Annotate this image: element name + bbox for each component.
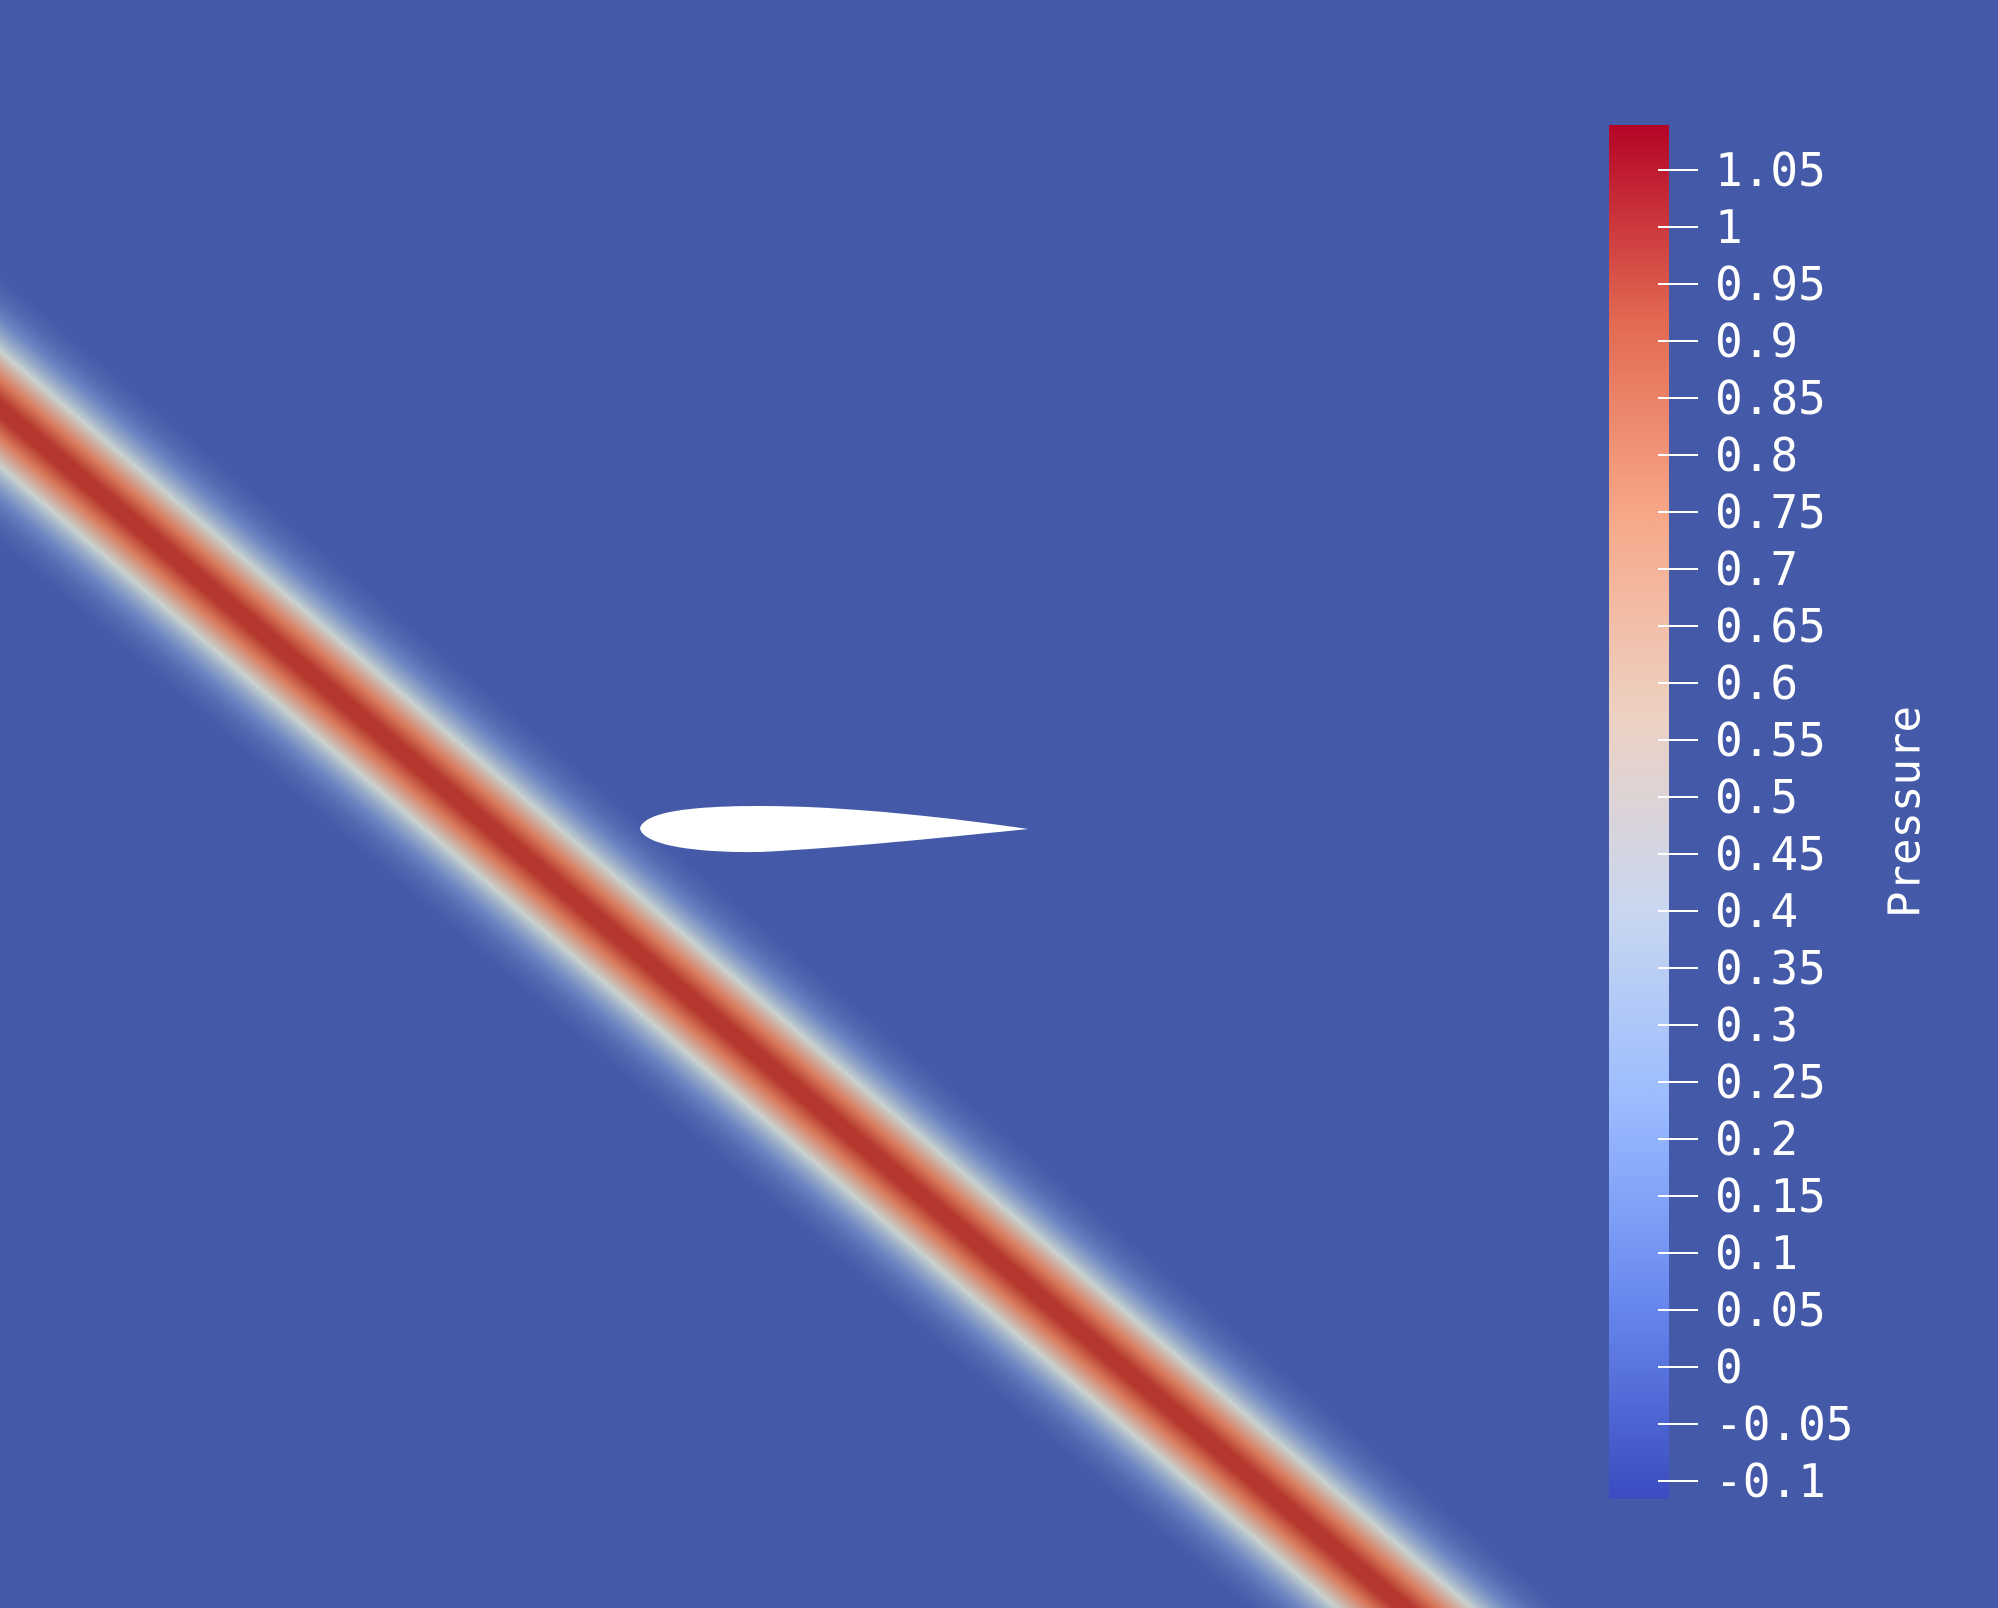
pressure-pulse-band — [0, 0, 1944, 1608]
colorbar-tick-mark — [1658, 340, 1698, 342]
colorbar-tick-label: 0.95 — [1715, 257, 1826, 311]
colorbar-tick-mark — [1658, 910, 1698, 912]
colorbar-tick-label: 0.15 — [1715, 1169, 1826, 1223]
colorbar-tick-label: 0.65 — [1715, 599, 1826, 653]
colorbar-tick-mark — [1658, 796, 1698, 798]
colorbar-tick-mark — [1658, 739, 1698, 741]
colorbar-tick-mark — [1658, 1480, 1698, 1482]
colorbar-tick-mark — [1658, 1252, 1698, 1254]
colorbar-tick-mark — [1658, 397, 1698, 399]
colorbar-tick-label: 0.5 — [1715, 770, 1799, 824]
colorbar-tick-label: 0.3 — [1715, 998, 1799, 1052]
colorbar-tick-label: 0.85 — [1715, 371, 1826, 425]
colorbar-tick-label: 1 — [1715, 200, 1743, 254]
colorbar-tick-mark — [1658, 1366, 1698, 1368]
colorbar-title: Pressure — [1879, 706, 1931, 918]
colorbar-tick-label: 0.55 — [1715, 713, 1826, 767]
colorbar-tick-label: 0.75 — [1715, 485, 1826, 539]
colorbar-tick-mark — [1658, 454, 1698, 456]
colorbar-tick-label: 0 — [1715, 1340, 1743, 1394]
colorbar-tick-mark — [1658, 1309, 1698, 1311]
colorbar-tick-label: 0.45 — [1715, 827, 1826, 881]
colorbar-tick-label: 0.35 — [1715, 941, 1826, 995]
colorbar-tick-label: 0.2 — [1715, 1112, 1799, 1166]
colorbar-tick-mark — [1658, 1423, 1698, 1425]
colorbar-tick-mark — [1658, 682, 1698, 684]
colorbar-tick-mark — [1658, 1081, 1698, 1083]
airfoil-shape — [640, 806, 1028, 853]
colorbar-tick-label: 0.1 — [1715, 1226, 1799, 1280]
colorbar-tick-mark — [1658, 568, 1698, 570]
colorbar-tick-mark — [1658, 1024, 1698, 1026]
colorbar-tick-mark — [1658, 169, 1698, 171]
colorbar-tick-mark — [1658, 1138, 1698, 1140]
colorbar-tick-label: 0.25 — [1715, 1055, 1826, 1109]
colorbar-tick-mark — [1658, 853, 1698, 855]
colorbar-tick-label: 0.8 — [1715, 428, 1799, 482]
colorbar-tick-label: 0.05 — [1715, 1283, 1826, 1337]
colorbar-tick-mark — [1658, 226, 1698, 228]
colorbar-tick-label: 1.05 — [1715, 143, 1826, 197]
colorbar-tick-label: -0.1 — [1715, 1454, 1826, 1508]
colorbar-tick-mark — [1658, 625, 1698, 627]
colorbar-tick-label: 0.7 — [1715, 542, 1799, 596]
colorbar-tick-label: 0.4 — [1715, 884, 1799, 938]
colorbar-tick-mark — [1658, 511, 1698, 513]
colorbar-tick-label: -0.05 — [1715, 1397, 1854, 1451]
colorbar-tick-mark — [1658, 283, 1698, 285]
colorbar-tick-label: 0.9 — [1715, 314, 1799, 368]
colorbar-tick-mark — [1658, 1195, 1698, 1197]
colorbar-tick-mark — [1658, 967, 1698, 969]
colorbar-tick-label: 0.6 — [1715, 656, 1799, 710]
colorbar-gradient — [1609, 125, 1669, 1499]
